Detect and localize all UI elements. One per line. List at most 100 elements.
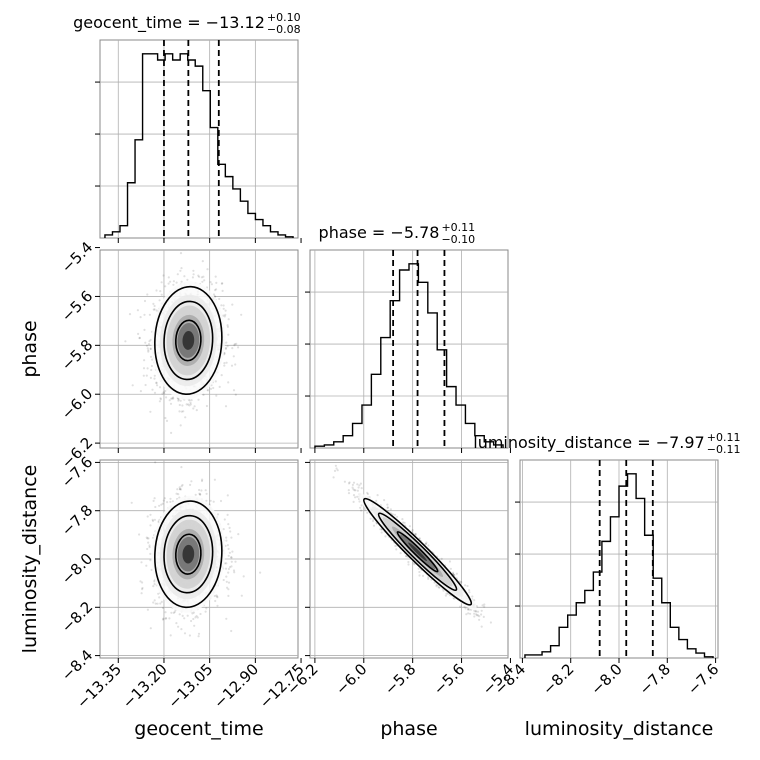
scatter-point [170,431,173,434]
scatter-point [418,574,421,577]
scatter-point [442,589,445,592]
scatter-point [220,282,223,285]
scatter-point [158,596,161,599]
scatter-point [223,352,226,355]
scatter-point [356,489,359,492]
scatter-point [169,634,172,637]
scatter-point [147,541,150,544]
scatter-point [201,260,204,263]
scatter-point [148,313,151,316]
scatter-point [170,397,173,400]
scatter-point [167,282,170,285]
scatter-point [170,611,173,614]
scatter-point [205,499,208,502]
scatter-point [234,393,237,396]
scatter-point [199,493,202,496]
scatter-point [427,576,430,579]
scatter-point [225,539,228,542]
scatter-point [222,304,225,307]
scatter-point [444,594,447,597]
scatter-point [197,274,200,277]
scatter-point [427,577,430,581]
scatter-point [223,362,226,365]
scatter-point [173,610,176,614]
scatter-point [177,493,180,496]
scatter-point [178,487,181,491]
scatter-point [143,299,147,303]
scatter-point [465,613,468,616]
scatter-point [160,293,163,296]
scatter-point [216,595,219,598]
scatter-point [148,544,151,547]
scatter-point [223,364,226,367]
scatter-point [161,392,164,395]
scatter-point [158,299,161,302]
scatter-point [192,273,195,276]
scatter-point [141,581,144,584]
scatter-point [172,280,175,283]
density-shade [182,331,195,350]
scatter-point [175,492,178,495]
scatter-point [425,541,428,544]
scatter-point [399,552,402,555]
scatter-point [153,599,156,602]
scatter-point [212,386,215,390]
scatter-point [149,559,152,562]
scatter-point [192,407,195,410]
scatter-point [220,374,223,377]
error-minus: −0.08 [267,23,301,36]
scatter-point [178,403,181,407]
scatter-point [435,583,438,587]
scatter-point [150,364,153,368]
scatter-point [460,581,463,584]
scatter-point [227,381,230,384]
scatter-point [480,613,483,616]
scatter-point [360,509,363,512]
scatter-point [234,363,237,366]
scatter-point [358,484,361,487]
scatter-point [151,518,154,522]
scatter-point [154,461,157,464]
scatter-point [182,410,185,413]
scatter-point [466,584,469,588]
panel-title: geocent_time = −13.12 [73,13,265,33]
scatter-point [163,497,166,500]
scatter-point [146,367,149,370]
scatter-point [469,612,472,615]
scatter-point [153,374,156,377]
scatter-point [181,404,184,407]
scatter-point [225,617,228,620]
scatter-point [237,346,240,349]
scatter-point [202,393,205,396]
scatter-point [356,495,359,498]
scatter-point [425,542,428,545]
scatter-point [198,275,201,278]
scatter-point [180,410,183,413]
scatter-point [162,617,165,620]
scatter-point [234,560,237,563]
scatter-point [473,612,476,615]
scatter-point [352,488,355,491]
panel-title: luminosity_distance = −7.97 [473,433,704,453]
scatter-point [180,628,183,631]
scatter-point [473,615,476,618]
scatter-point [156,384,159,387]
scatter-point [411,529,414,532]
scatter-point [149,376,152,379]
scatter-point [185,403,188,406]
scatter-point [383,499,386,502]
scatter-point [230,629,233,633]
scatter-point [172,283,175,286]
scatter-point [142,374,145,377]
scatter-point [165,396,168,399]
scatter-point [230,556,233,559]
scatter-point [231,550,234,553]
scatter-point [164,285,167,288]
scatter-point [437,586,440,589]
scatter-point [191,612,194,615]
scatter-point [178,486,181,489]
scatter-point [360,504,363,507]
scatter-point [154,505,157,509]
scatter-point [198,493,202,496]
error-plus: +0.11 [441,221,475,234]
